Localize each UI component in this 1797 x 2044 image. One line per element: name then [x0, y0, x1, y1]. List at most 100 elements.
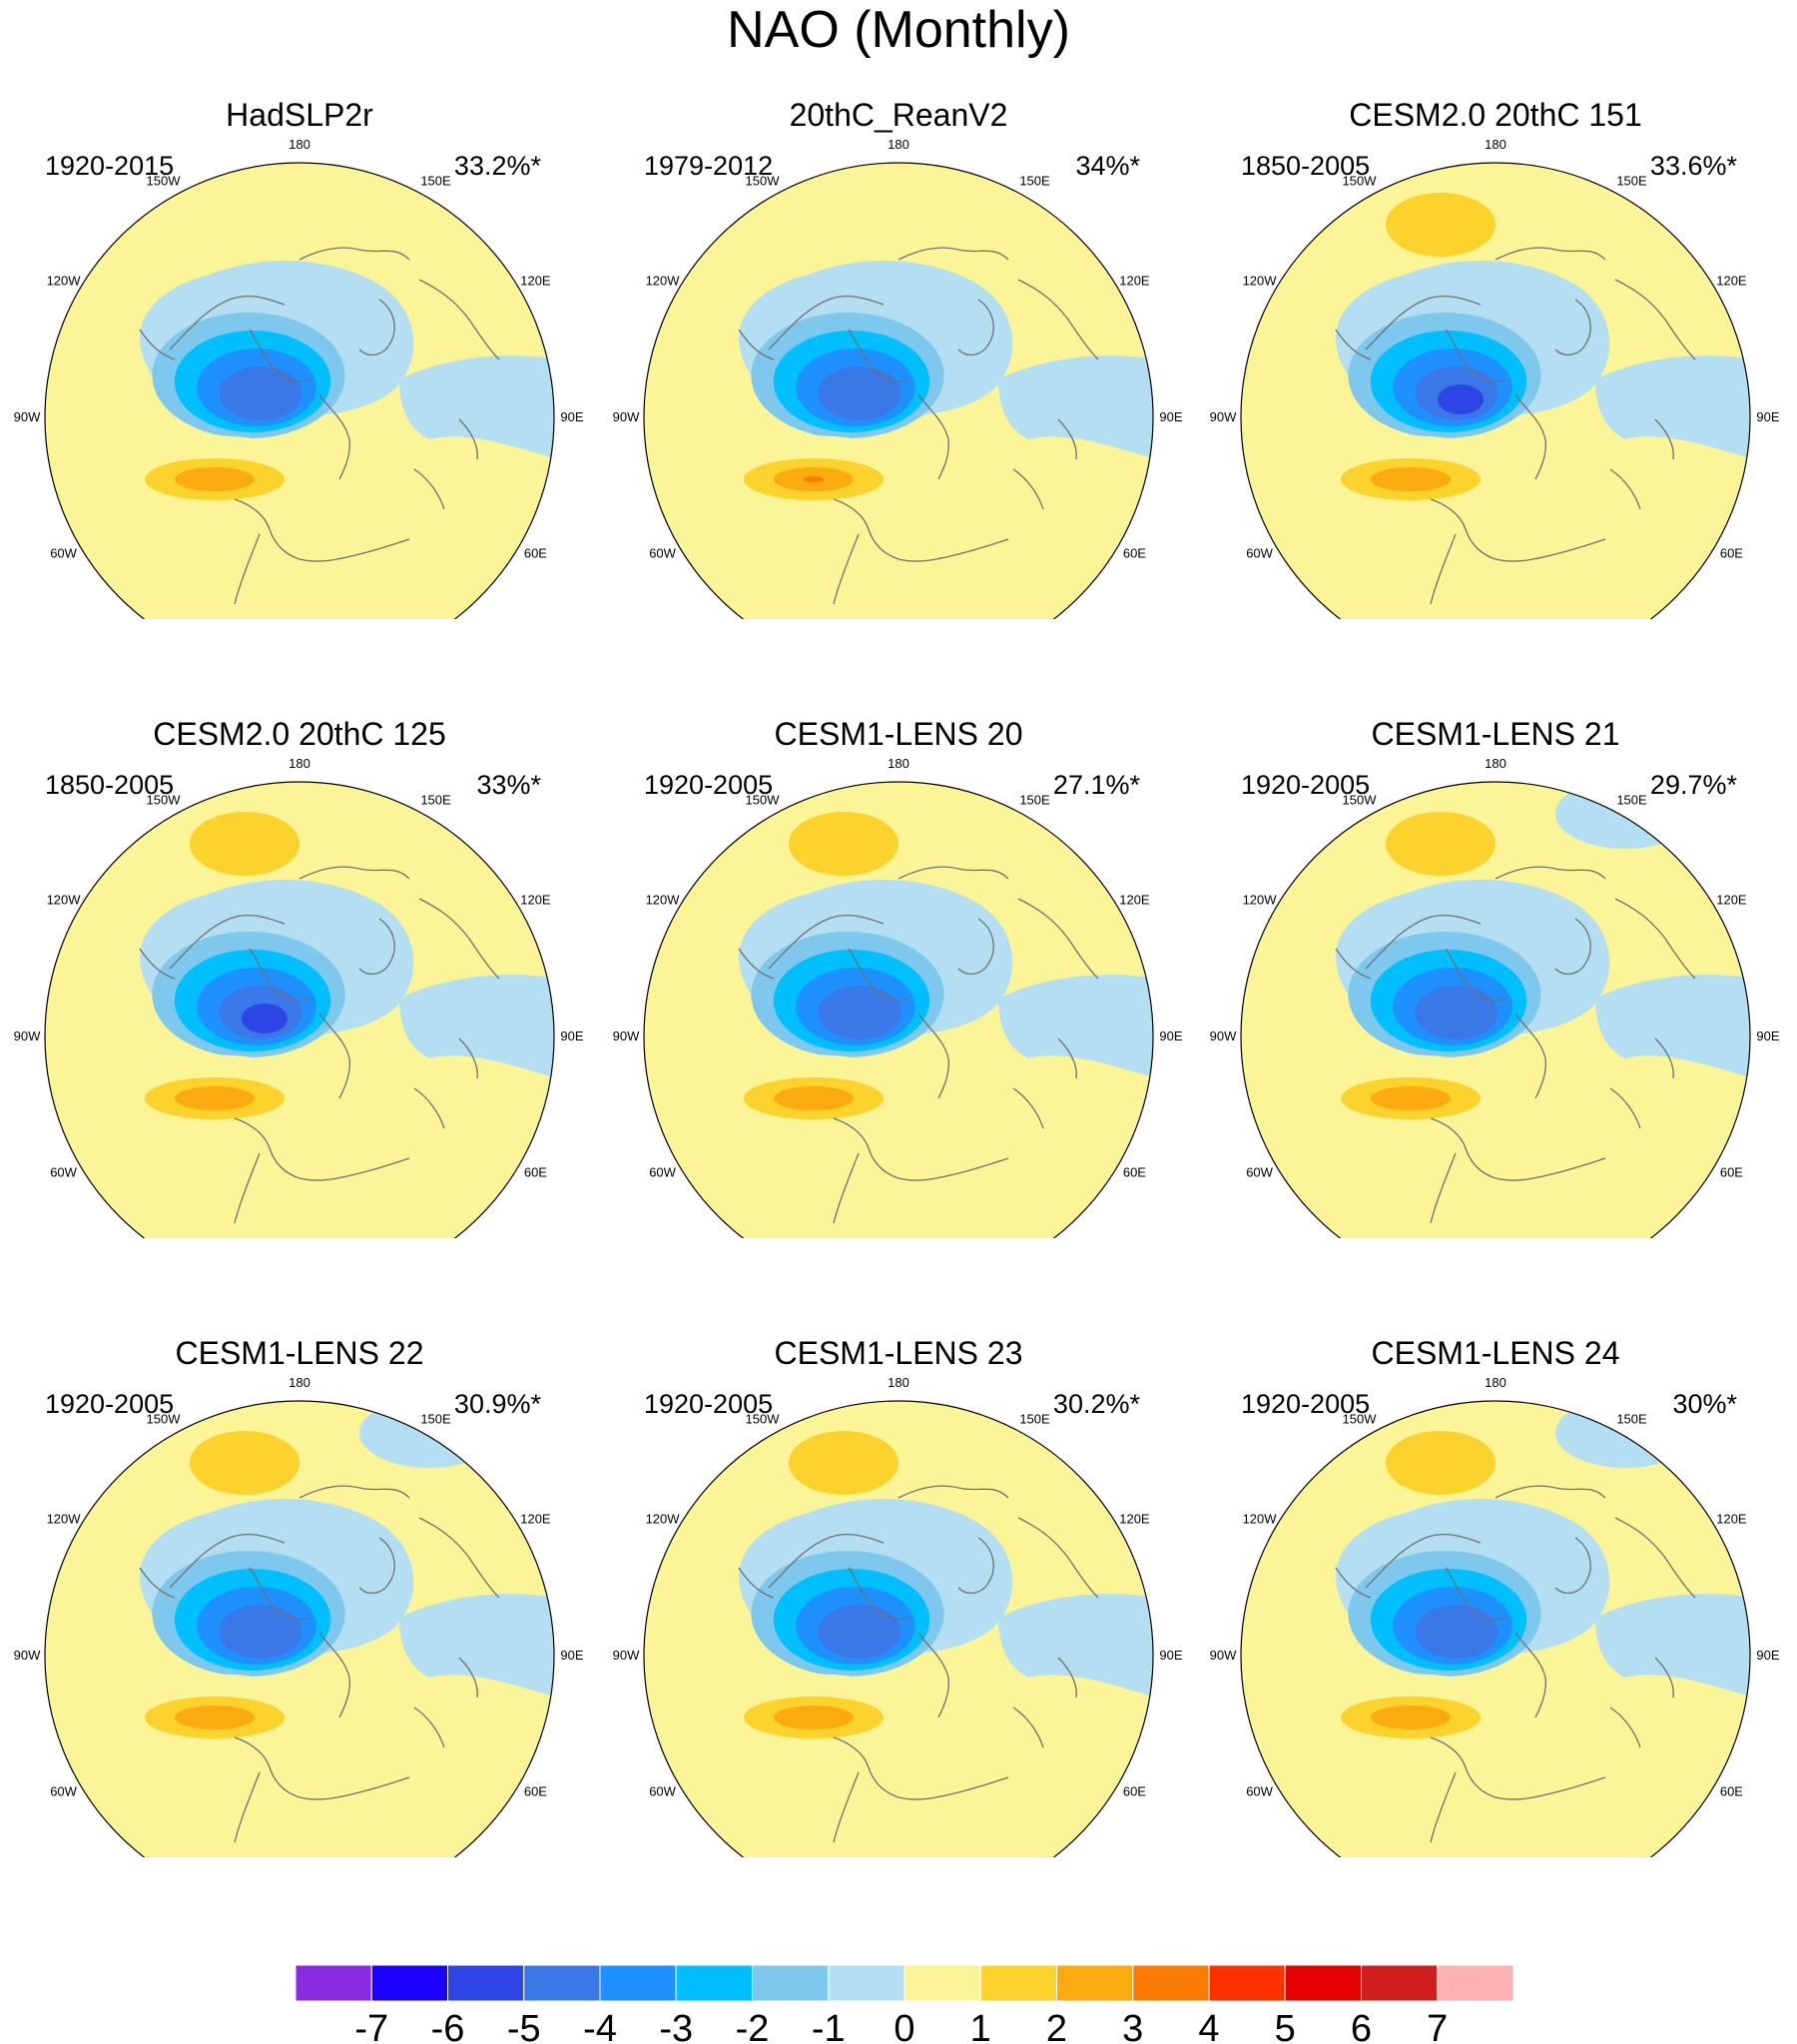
longitude-label: 180 [289, 1375, 310, 1390]
longitude-label: 60W [1246, 1784, 1273, 1799]
longitude-label: 60E [1123, 1784, 1146, 1799]
eurasian-negative-extension [1595, 355, 1750, 459]
polar-map: 180150E120E90E60E30E030W60W90W120W150W [613, 137, 1183, 619]
mediterranean-positive-anomaly [854, 1742, 943, 1805]
pacific-positive-anomaly [1386, 812, 1496, 876]
positive-contour-level [1371, 467, 1451, 491]
panel-period: 1920-2015 [45, 151, 175, 181]
longitude-label: 120E [520, 893, 551, 908]
mediterranean-positive-anomaly [255, 1742, 344, 1805]
panel-period: 1850-2005 [45, 770, 175, 800]
longitude-label: 90W [613, 1028, 640, 1043]
colorbar-swatch [447, 1965, 525, 2002]
longitude-label: 60W [649, 1784, 676, 1799]
longitude-label: 90W [1210, 1028, 1237, 1043]
panel-period: 1850-2005 [1241, 151, 1371, 181]
colorbar-label: -5 [507, 2008, 541, 2044]
panel-title: CESM2.0 20thC 151 [1349, 97, 1642, 133]
longitude-label: 60E [524, 1165, 547, 1180]
map-panel: CESM1-LENS 20 1920-2005 27.1%* 180 150E 120E 9… [599, 619, 1198, 1238]
panel-explained-variance: 33.6%* [1649, 151, 1737, 181]
colorbar-label: 6 [1351, 2008, 1372, 2044]
colorbar-label: 1 [970, 2008, 991, 2044]
longitude-label: 60E [1123, 1165, 1146, 1180]
longitude-label: 150W [1343, 1412, 1378, 1427]
map-panel: CESM1-LENS 22 1920-2005 30.9%* 180 150E 120E 9… [0, 1238, 599, 1857]
longitude-label: 60W [649, 1165, 676, 1180]
mediterranean-positive-anomaly [854, 1123, 943, 1186]
negative-contour-level [818, 1605, 901, 1659]
positive-contour-level [175, 1086, 255, 1110]
colorbar-label: 2 [1046, 2008, 1067, 2044]
longitude-label: 90W [1210, 409, 1237, 424]
colorbar-label: -7 [354, 2008, 388, 2044]
longitude-label: 60W [1246, 546, 1273, 561]
colorbar-swatch [1208, 1965, 1286, 2002]
longitude-label: 150W [147, 793, 182, 808]
mediterranean-positive-anomaly [1451, 504, 1540, 567]
map-panel: CESM1-LENS 24 1920-2005 30%* 180 150E 120E 90E… [1196, 1238, 1795, 1857]
panel-period: 1920-2005 [1241, 1389, 1371, 1419]
longitude-label: 120W [1243, 1512, 1278, 1527]
map-boundary [44, 162, 555, 619]
pacific-negative-anomaly [359, 1401, 499, 1468]
longitude-label: 150W [147, 1412, 182, 1427]
longitude-label: 90E [1756, 1028, 1779, 1043]
eurasian-negative-extension [998, 355, 1153, 459]
longitude-label: 90E [1159, 1028, 1182, 1043]
panel-title: CESM1-LENS 21 [1371, 716, 1620, 752]
coastlines [738, 866, 1099, 1224]
longitude-label: 120E [1119, 893, 1150, 908]
colorbar-swatch [828, 1965, 905, 2002]
panel-period: 1920-2005 [644, 770, 774, 800]
longitude-label: 60E [1720, 546, 1743, 561]
pacific-negative-anomaly [1555, 1401, 1695, 1468]
eurasian-negative-extension [1595, 1594, 1750, 1698]
eurasian-negative-extension [998, 1594, 1153, 1698]
longitude-label: 60W [50, 546, 77, 561]
panel-period: 1979-2012 [644, 151, 774, 181]
map-boundary [643, 162, 1154, 619]
longitude-label: 60W [649, 546, 676, 561]
colorbar-swatch [903, 1965, 981, 2002]
positive-contour-level [1371, 1705, 1451, 1729]
negative-contour-level [1438, 384, 1484, 414]
panel-explained-variance: 34%* [1075, 151, 1140, 181]
longitude-label: 180 [1485, 1375, 1506, 1390]
coastlines [738, 247, 1099, 605]
longitude-label: 150E [1019, 793, 1050, 808]
coastlines [738, 1485, 1099, 1843]
colorbar-label: -6 [431, 2008, 465, 2044]
pacific-positive-anomaly [190, 812, 300, 876]
negative-contour-level [818, 986, 901, 1039]
map-panel: 20thC_ReanV2 1979-2012 34%* 180 150E 120E 90E 6… [599, 0, 1198, 619]
longitude-label: 120E [520, 1512, 551, 1527]
longitude-label: 90W [14, 1028, 41, 1043]
panel-period: 1920-2005 [644, 1389, 774, 1419]
mediterranean-positive-anomaly [1451, 1123, 1540, 1186]
colorbar: -7 -6 -5 -4 -3 -2 -1 0 1 2 3 4 5 6 7 [295, 1965, 1514, 2044]
colorbar-label: 4 [1198, 2008, 1219, 2044]
longitude-label: 90W [14, 409, 41, 424]
coastlines [139, 247, 500, 605]
polar-map: 180150E120E90E60E30E030W60W90W120W150W [14, 1375, 584, 1857]
longitude-label: 120W [1243, 893, 1278, 908]
longitude-label: 150E [420, 1412, 451, 1427]
panel-explained-variance: 30.9%* [453, 1389, 541, 1419]
colorbar-swatch [675, 1965, 753, 2002]
colorbar-swatch [1284, 1965, 1362, 2002]
longitude-label: 60E [1123, 546, 1146, 561]
map-panel: CESM1-LENS 21 1920-2005 29.7%* 180 150E 120E 9… [1196, 619, 1795, 1238]
mediterranean-positive-anomaly [255, 504, 344, 567]
coastlines [139, 1485, 500, 1843]
colorbar-swatch [752, 1965, 830, 2002]
panel-title: CESM2.0 20thC 125 [153, 716, 446, 752]
colorbar-swatch [523, 1965, 601, 2002]
longitude-label: 120W [47, 274, 82, 289]
panel-title: CESM1-LENS 20 [774, 716, 1023, 752]
panel-title: CESM1-LENS 24 [1371, 1335, 1620, 1371]
polar-map: 180150E120E90E60E30E030W60W90W120W150W [613, 1375, 1183, 1857]
map-boundary [643, 1400, 1154, 1857]
colorbar-swatch [599, 1965, 677, 2002]
panel-explained-variance: 33.2%* [453, 151, 541, 181]
